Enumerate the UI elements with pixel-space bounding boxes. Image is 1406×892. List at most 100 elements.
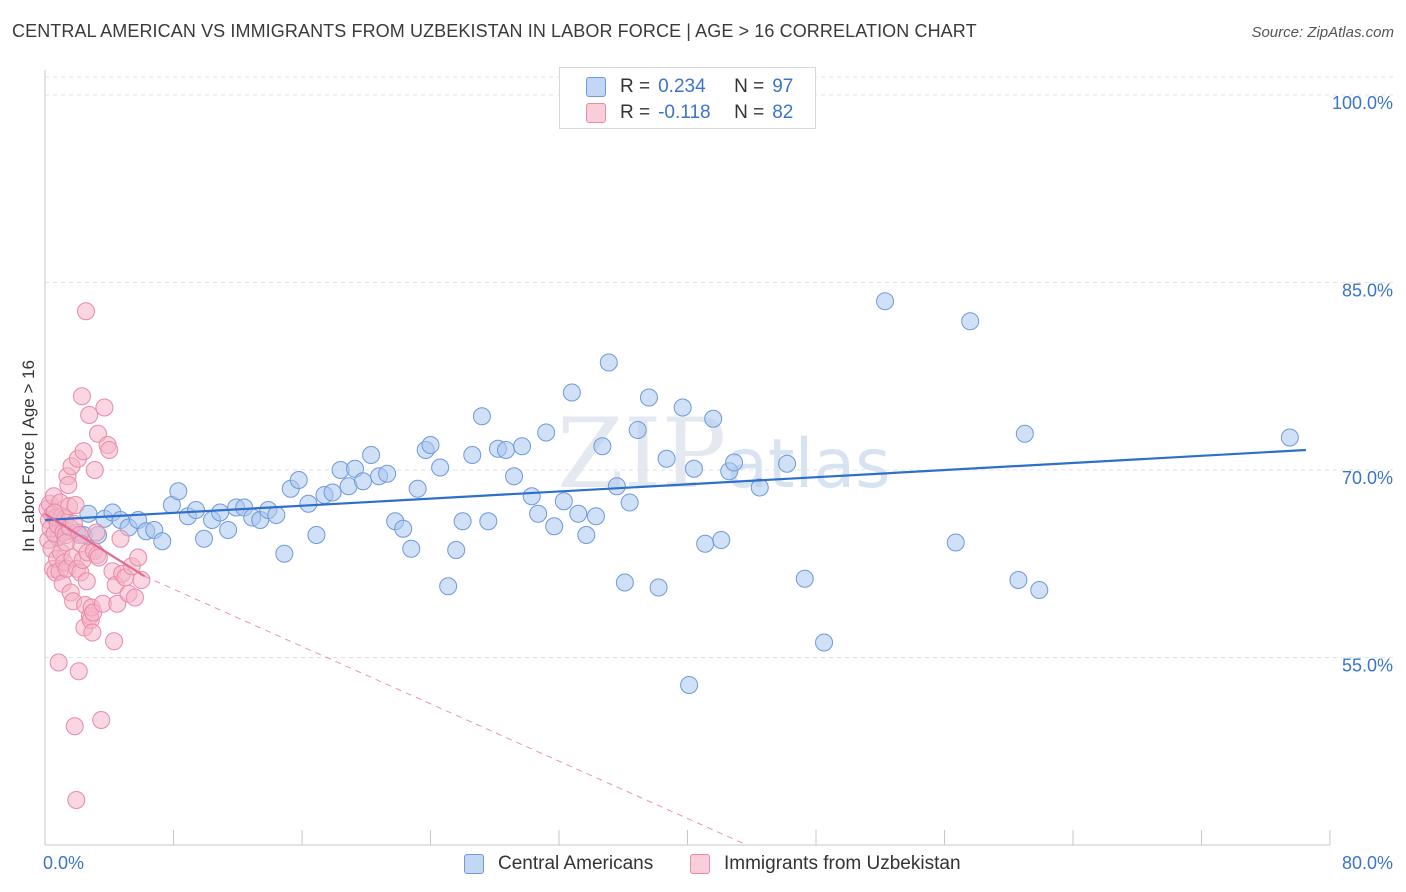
data-point-central-americans xyxy=(696,534,715,553)
data-point-uzbekistan xyxy=(66,496,85,514)
legend-swatch-blue xyxy=(464,854,484,874)
data-point-central-americans xyxy=(537,423,556,442)
data-point-central-americans xyxy=(394,519,413,538)
data-point-central-americans xyxy=(513,437,532,456)
y-tick-label: 70.0% xyxy=(1342,468,1393,488)
legend-label: Central Americans xyxy=(498,853,654,874)
data-point-central-americans xyxy=(577,526,596,544)
data-point-uzbekistan xyxy=(105,632,124,651)
data-point-uzbekistan xyxy=(89,548,108,567)
legend-r-value: -0.118 xyxy=(658,102,711,123)
legend-swatch-pink xyxy=(690,854,710,874)
x-tick-label: 0.0% xyxy=(43,853,84,873)
data-point-central-americans xyxy=(378,464,397,483)
data-point-central-americans xyxy=(712,531,731,549)
x-tick-label: 80.0% xyxy=(1342,853,1393,873)
data-point-central-americans xyxy=(505,467,524,486)
data-point-central-americans xyxy=(554,492,573,511)
data-point-uzbekistan xyxy=(69,662,88,681)
data-point-central-americans xyxy=(1280,428,1299,447)
data-point-central-americans xyxy=(704,409,723,428)
correlation-legend: R = 0.234 N = 97 R = -0.118 N = 82 xyxy=(559,67,816,129)
data-point-central-americans xyxy=(657,449,676,468)
data-point-central-americans xyxy=(815,633,834,652)
trend-lines xyxy=(44,448,1306,846)
data-point-central-americans xyxy=(599,353,618,372)
data-point-central-americans xyxy=(562,383,581,402)
trend-extension-uzbekistan xyxy=(144,575,748,846)
data-point-central-americans xyxy=(680,676,699,694)
data-point-central-americans xyxy=(1009,571,1028,589)
data-point-central-americans xyxy=(472,407,491,426)
data-point-uzbekistan xyxy=(129,548,148,567)
data-point-central-americans xyxy=(684,459,703,478)
data-point-central-americans xyxy=(639,388,658,407)
data-point-uzbekistan xyxy=(125,588,144,607)
data-point-uzbekistan xyxy=(85,461,104,479)
data-point-central-americans xyxy=(496,441,515,459)
y-tick-label: 85.0% xyxy=(1342,281,1393,301)
data-point-central-americans xyxy=(725,453,744,472)
data-point-central-americans xyxy=(354,472,373,491)
trend-line-uzbekistan xyxy=(44,512,146,578)
data-point-central-americans xyxy=(299,494,318,513)
data-point-central-americans xyxy=(447,541,466,559)
data-point-uzbekistan xyxy=(87,523,106,542)
data-point-central-americans xyxy=(620,493,639,512)
data-point-central-americans xyxy=(439,577,458,596)
data-point-central-americans xyxy=(219,521,238,539)
legend-r-value: 0.234 xyxy=(658,76,706,97)
y-tick-labels: 55.0% 70.0% 85.0% 100.0% xyxy=(1332,93,1393,676)
data-point-central-americans xyxy=(153,532,172,551)
data-point-uzbekistan xyxy=(49,653,68,672)
axes xyxy=(44,70,1331,846)
data-point-central-americans xyxy=(421,436,440,454)
data-point-central-americans xyxy=(961,312,980,331)
data-point-central-americans xyxy=(186,501,205,519)
data-point-uzbekistan xyxy=(77,572,96,591)
trend-line-central-americans xyxy=(44,448,1306,522)
data-point-central-americans xyxy=(1015,424,1034,443)
data-point-central-americans xyxy=(673,398,692,417)
y-axis-label: In Labor Force | Age > 16 xyxy=(19,360,38,552)
data-point-central-americans xyxy=(569,504,588,523)
data-point-central-americans xyxy=(649,578,668,597)
series-immigrants-from-uzbekistan xyxy=(38,302,151,809)
data-point-uzbekistan xyxy=(100,441,119,459)
legend-n-label: N = xyxy=(734,76,765,97)
legend-r-label: R = xyxy=(620,102,651,123)
data-point-central-americans xyxy=(545,517,564,536)
series-central-americans xyxy=(48,292,1299,694)
data-point-uzbekistan xyxy=(59,476,78,494)
data-point-central-americans xyxy=(463,446,482,464)
chart-title: CENTRAL AMERICAN VS IMMIGRANTS FROM UZBE… xyxy=(12,21,977,41)
data-point-uzbekistan xyxy=(74,442,93,461)
legend-n-value: 97 xyxy=(772,76,794,97)
data-point-central-americans xyxy=(275,544,294,563)
data-point-uzbekistan xyxy=(108,594,127,613)
data-point-uzbekistan xyxy=(132,571,151,589)
data-point-central-americans xyxy=(876,292,895,311)
data-point-central-americans xyxy=(169,482,188,501)
data-point-central-americans xyxy=(289,471,308,489)
legend-n-value: 82 xyxy=(772,102,794,123)
data-point-uzbekistan xyxy=(65,717,84,736)
data-point-central-americans xyxy=(307,526,326,544)
series-legend: Central Americans Immigrants from Uzbeki… xyxy=(0,851,1406,877)
data-point-central-americans xyxy=(628,421,647,439)
data-point-central-americans xyxy=(946,533,965,552)
data-point-central-americans xyxy=(529,504,548,523)
data-point-uzbekistan xyxy=(76,302,95,321)
data-point-uzbekistan xyxy=(67,791,86,809)
data-point-central-americans xyxy=(431,458,450,477)
legend-item-central-americans: Central Americans xyxy=(464,853,653,875)
data-point-central-americans xyxy=(522,487,541,506)
data-point-central-americans xyxy=(778,454,797,473)
x-tick-labels: 0.0% 80.0% xyxy=(43,853,1393,873)
legend-item-uzbekistan: Immigrants from Uzbekistan xyxy=(690,853,961,875)
legend-r-label: R = xyxy=(620,76,651,97)
data-point-uzbekistan xyxy=(92,711,111,729)
data-point-central-americans xyxy=(267,506,286,524)
data-point-central-americans xyxy=(795,569,814,588)
